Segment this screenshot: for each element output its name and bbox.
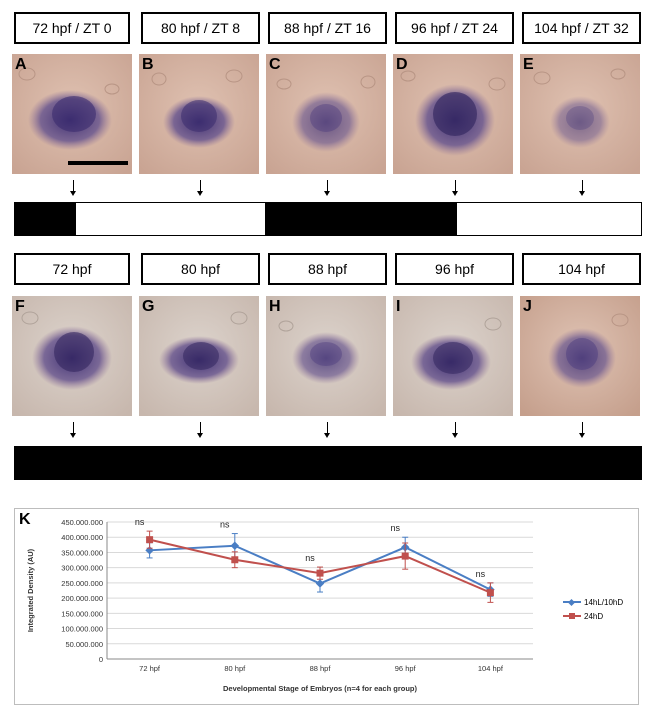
stage-label-g: 80 hpf	[141, 253, 260, 285]
micrograph-j: J	[520, 296, 640, 416]
chart-panel-k: K 0 50.000.000 100.000.000 150.000.000 200.0…	[14, 508, 639, 705]
stage-label-d: 96 hpf / ZT 24	[395, 12, 514, 44]
micrograph-e: E	[520, 54, 640, 174]
y-tick-label: 300.000.000	[61, 564, 103, 573]
x-tick-label: 88 hpf	[310, 664, 332, 673]
data-point	[316, 569, 324, 577]
y-tick-label: 450.000.000	[61, 518, 103, 527]
panel-letter-h: H	[269, 298, 281, 315]
y-tick-label: 0	[99, 655, 103, 664]
stage-label-j: 104 hpf	[522, 253, 641, 285]
y-tick-label: 400.000.000	[61, 533, 103, 542]
dark-segment	[15, 203, 76, 235]
micrograph-h: H	[266, 296, 386, 416]
chart-legend: 14hL/10hD 24hD	[563, 595, 623, 623]
down-arrow-icon	[324, 180, 330, 196]
significance-label: ns	[305, 553, 315, 563]
down-arrow-icon	[579, 180, 585, 196]
legend-item-series-2: 24hD	[563, 609, 623, 623]
stage-label-i: 96 hpf	[395, 253, 514, 285]
scale-bar	[68, 161, 128, 165]
x-tick-label: 80 hpf	[224, 664, 246, 673]
light-segment	[76, 203, 265, 235]
y-tick-label: 50.000.000	[65, 640, 103, 649]
stage-label-c: 88 hpf / ZT 16	[268, 12, 387, 44]
legend-swatch-blue	[563, 598, 581, 606]
y-tick-label: 200.000.000	[61, 594, 103, 603]
significance-label: ns	[220, 520, 230, 530]
stage-label-e: 104 hpf / ZT 32	[522, 12, 641, 44]
panel-letter-e: E	[523, 56, 534, 73]
panel-letter-j: J	[523, 298, 532, 315]
stage-label-f: 72 hpf	[14, 253, 130, 285]
panel-letter-a: A	[15, 56, 27, 73]
legend-label: 24hD	[584, 611, 604, 621]
micrograph-i: I	[393, 296, 513, 416]
legend-label: 14hL/10hD	[584, 597, 624, 607]
panel-letter-f: F	[15, 298, 25, 315]
light-segment	[457, 203, 641, 235]
x-axis-title: Developmental Stage of Embryos (n=4 for …	[223, 684, 417, 693]
legend-item-series-1: 14hL/10hD	[563, 595, 623, 609]
constant-dark-bar-24hd	[14, 446, 642, 480]
data-point	[230, 541, 240, 550]
micrograph-d: D	[393, 54, 513, 174]
panel-letter-g: G	[142, 298, 155, 315]
panel-letter-c: C	[269, 56, 281, 73]
legend-swatch-red	[563, 612, 581, 620]
down-arrow-icon	[324, 422, 330, 438]
data-point	[146, 536, 154, 544]
micrograph-a: A	[12, 54, 132, 174]
light-dark-bar-14l10d	[14, 202, 642, 236]
significance-label: ns	[476, 569, 486, 579]
micrograph-f: F	[12, 296, 132, 416]
data-point	[401, 552, 409, 560]
x-tick-label: 72 hpf	[139, 664, 161, 673]
down-arrow-icon	[70, 180, 76, 196]
panel-letter-d: D	[396, 56, 408, 73]
y-tick-label: 350.000.000	[61, 548, 103, 557]
panel-letter-k: K	[19, 511, 31, 528]
significance-label: ns	[135, 517, 145, 527]
down-arrow-icon	[452, 422, 458, 438]
down-arrow-icon	[197, 180, 203, 196]
micrograph-c: C	[266, 54, 386, 174]
y-tick-label: 150.000.000	[61, 609, 103, 618]
micrograph-b: B	[139, 54, 259, 174]
x-tick-label: 96 hpf	[395, 664, 417, 673]
line-chart: 0 50.000.000 100.000.000 150.000.000 200.000…	[26, 517, 533, 693]
down-arrow-icon	[197, 422, 203, 438]
x-tick-label: 104 hpf	[478, 664, 504, 673]
y-tick-label: 100.000.000	[61, 625, 103, 634]
down-arrow-icon	[452, 180, 458, 196]
stage-label-h: 88 hpf	[268, 253, 387, 285]
down-arrow-icon	[579, 422, 585, 438]
down-arrow-icon	[70, 422, 76, 438]
y-axis-title: Integrated Density (AU)	[26, 548, 35, 632]
data-point	[315, 579, 325, 588]
data-point	[231, 556, 239, 564]
data-point	[486, 589, 494, 597]
panel-letter-i: I	[396, 298, 401, 315]
dark-segment	[265, 203, 457, 235]
y-tick-label: 250.000.000	[61, 579, 103, 588]
micrograph-g: G	[139, 296, 259, 416]
significance-label: ns	[390, 523, 400, 533]
panel-letter-b: B	[142, 56, 154, 73]
stage-label-b: 80 hpf / ZT 8	[141, 12, 260, 44]
stage-label-a: 72 hpf / ZT 0	[14, 12, 130, 44]
